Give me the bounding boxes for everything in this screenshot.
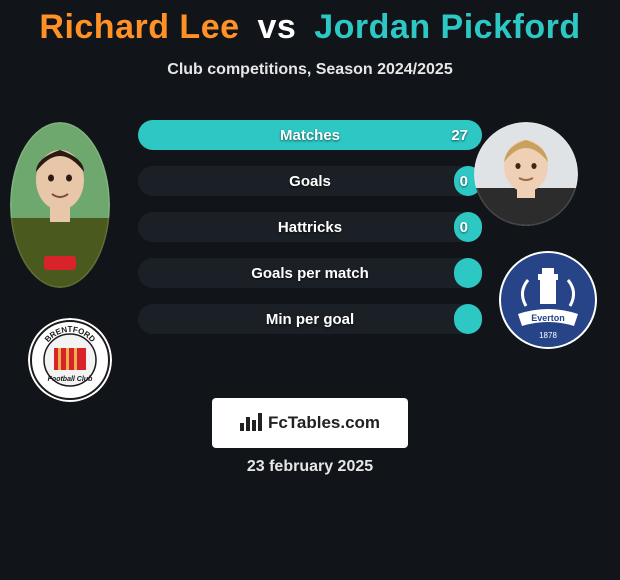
subtitle: Club competitions, Season 2024/2025 <box>0 61 620 79</box>
stat-track <box>138 212 482 242</box>
stat-track <box>138 304 482 334</box>
title-vs: vs <box>257 8 296 46</box>
stat-fill-p2 <box>138 120 482 150</box>
player2-club-badge: Everton 1878 <box>496 248 600 352</box>
player1-photo <box>10 122 110 288</box>
svg-text:Football Club: Football Club <box>48 376 93 383</box>
stat-track <box>138 166 482 196</box>
stat-track <box>138 258 482 288</box>
stat-row-matches: Matches 27 <box>138 120 482 150</box>
player1-club-badge: BRENTFORD Football Club <box>28 318 112 402</box>
stat-fill-p2 <box>454 212 482 242</box>
fctables-badge: FcTables.com <box>212 398 408 448</box>
stat-row-min-per-goal: Min per goal <box>138 304 482 334</box>
svg-text:1878: 1878 <box>539 331 557 340</box>
svg-text:Everton: Everton <box>531 313 565 323</box>
date-text: 23 february 2025 <box>0 458 620 476</box>
stats-container: Matches 27 Goals 0 Hattricks 0 Goals per… <box>138 120 482 350</box>
stat-fill-p2 <box>454 258 482 288</box>
title-player1: Richard Lee <box>39 8 239 46</box>
stat-row-goals-per-match: Goals per match <box>138 258 482 288</box>
bars-icon <box>240 411 262 436</box>
player2-photo <box>474 122 578 226</box>
stat-row-hattricks: Hattricks 0 <box>138 212 482 242</box>
stat-fill-p2 <box>454 304 482 334</box>
stat-row-goals: Goals 0 <box>138 166 482 196</box>
title-player2: Jordan Pickford <box>314 8 580 46</box>
fctables-text: FcTables.com <box>268 413 380 433</box>
page-title: Richard Lee vs Jordan Pickford <box>39 8 580 47</box>
